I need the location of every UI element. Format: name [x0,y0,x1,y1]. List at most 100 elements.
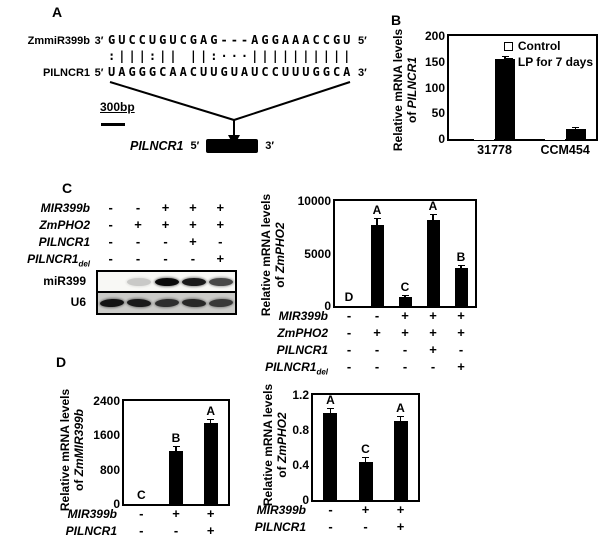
legend-item: Control [503,38,593,54]
significance-letter: C [400,279,410,294]
sign-cell: + [429,325,437,340]
sign-cell: + [396,519,405,534]
bar-chart-zmpho2-levels: 0 5000 10000 D A C A B MIR399b - - + + + ZmPHO2- + + + + PI… [265,194,477,376]
y-tick-label: 0.8 [292,423,309,438]
legend-item: LP for 7 days [503,54,593,70]
sign-cell: - [135,200,141,215]
legend-label: LP for 7 days [517,55,593,69]
sign-cell: - [218,234,223,249]
gel-band [154,298,179,308]
sign-cell: + [172,506,180,521]
sign-cell: - [135,234,141,249]
sign-cell: - [163,234,168,249]
gene-label: PILNCR1 [254,520,306,534]
lncrna-sequence: UAGGGCAACUUGUAUCCUUUGGCA [108,65,354,79]
bar-chart-zmmir399b-levels: 0 800 1600 2400 C B A MIR399b - + + PILNCR1 - - + [66,394,230,538]
pilncr1-transcript-diagram: PILNCR1 5′ 3′ [130,139,274,153]
sign-row: PILNCR1 - - - + - [277,342,475,359]
y-tick-label: 0 [438,132,445,146]
y-tick-label: 800 [99,462,120,477]
bar [398,296,412,306]
y-tick-label: 0 [324,299,331,313]
y-tick-label: 1.2 [292,388,309,402]
error-bar [572,127,580,130]
gel-band [181,277,206,286]
sign-row: ZmPHO2 - + + + + [39,217,234,234]
bar [454,267,468,306]
panel-d-label: D [56,354,67,370]
bar [474,138,495,139]
gene-label: PILNCR1 [65,524,117,538]
sign-cell: + [189,217,197,232]
transcript-3prime: 3′ [265,140,275,152]
sign-table: MIR399b - - + + + ZmPHO2- + + + + PILNCR1- - - + - PILNC… [265,308,475,376]
y-axis-title-c: Relative mRNA levels of ZmPHO2 [259,193,287,317]
gene-label: PILNCR1 [276,343,328,357]
significance-letter: C [361,442,370,456]
gene-label: PILNCR1del [27,252,90,269]
gel-band [126,298,152,308]
panel-a-label: A [52,4,63,20]
sign-cell: + [189,200,197,215]
sign-cell: + [457,325,465,340]
scale-bar-line [101,123,125,126]
gel-band [99,298,124,308]
sign-cell: - [135,251,141,266]
gene-label: MIR399b [256,503,306,517]
bar [358,461,373,500]
sign-cell: - [346,308,352,323]
bar [544,138,565,139]
sign-cell: + [401,325,409,340]
u6-blot: U6 [71,291,237,315]
sign-cell: + [134,217,142,232]
sign-cell: + [216,200,225,215]
bar-chart-pilncr1-levels: 0 50 100 150 200 31778 CCM454 Control LP for 7 d… [425,29,598,157]
transcript-name: PILNCR1 [130,139,184,153]
sign-cell: - [139,523,144,538]
gel-band [154,277,179,286]
gene-label: ZmPHO2 [39,218,90,232]
error-bar [326,408,334,413]
mirna-3prime-end: 3′ [94,35,104,47]
bar [169,451,183,504]
sign-cell: - [108,200,113,215]
error-bar [172,445,180,452]
sign-row: ZmPHO2 - + + + + [277,325,475,342]
scale-bar-label: 300bp [100,100,135,114]
significance-letter: A [326,393,335,408]
bar [426,220,440,306]
gene-label: PILNCR1del [265,360,328,377]
sign-cell: + [189,234,197,249]
y-tick-label: 0 [113,497,120,511]
sign-row: PILNCR1 - - - + - [39,234,234,251]
significance-letter: A [396,400,405,415]
legend-swatch [503,57,513,67]
y-tick-label: 50 [431,106,445,121]
error-bar [401,294,409,298]
gel-band [209,298,234,308]
sign-cell: + [429,342,437,357]
significance-letter: B [456,250,466,264]
sign-cell: + [373,325,381,340]
mirna-sequence: GUCCUGUCGAG---AGGAAACCGU [108,33,354,47]
sign-cell: - [328,502,333,517]
sign-cell: - [402,359,408,374]
sign-cell: + [216,251,225,266]
u6-blot-label: U6 [70,295,86,309]
error-bar [373,218,381,225]
y-tick-label: 0.4 [292,458,309,473]
gene-label: MIR399b [67,507,117,521]
x-category-label: CCM454 [540,143,590,157]
significance-letter: D [344,289,354,304]
bar [370,224,384,306]
sign-row: PILNCR1del - - - - + [27,251,234,268]
gene-label: ZmPHO2 [277,326,328,340]
lncrna-sequence-row: PILNCR1 5′ UAGGGCAACUUGUAUCCUUUGGCA 3′ [20,65,371,81]
sign-cell: - [402,342,408,357]
lncrna-3prime-end: 3′ [358,67,367,79]
x-category-label: 31778 [477,143,512,157]
sign-table: MIR399b - - + + + ZmPHO2- + + + + PILNCR1- - - + - PILNC… [27,200,234,268]
sign-cell: + [206,506,215,521]
sign-cell: + [161,217,170,232]
